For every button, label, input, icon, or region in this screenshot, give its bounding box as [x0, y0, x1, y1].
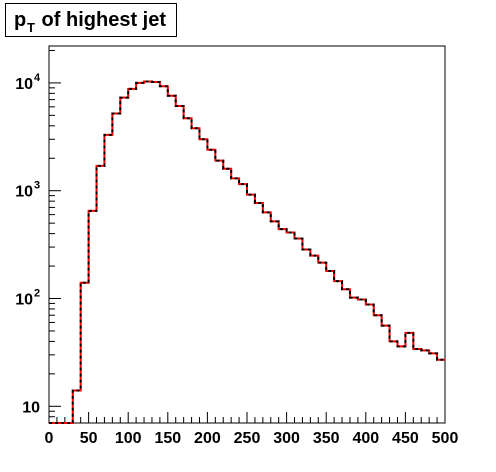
x-tick-label: 400 [352, 430, 379, 447]
x-tick-label: 50 [80, 430, 98, 447]
y-tick-label: 10 [15, 76, 33, 93]
x-tick-label: 350 [313, 430, 340, 447]
x-tick-label: 250 [234, 430, 261, 447]
x-tick-label: 200 [194, 430, 221, 447]
x-tick-label: 150 [154, 430, 181, 447]
axis-ticks [48, 49, 446, 424]
y-tick-exponent: 2 [34, 288, 40, 300]
y-tick-label: 10 [22, 399, 40, 416]
title-box: p T of highest jet [5, 3, 177, 37]
title-main: p [14, 9, 26, 31]
plot-frame [48, 45, 446, 424]
x-tick-label: 450 [392, 430, 419, 447]
title-rest: of highest jet [36, 9, 166, 31]
title-subscript: T [27, 20, 35, 35]
y-tick-label: 10 [15, 184, 33, 201]
histogram-series-1 [49, 80, 445, 424]
y-tick-exponent: 4 [34, 72, 41, 84]
x-tick-label: 500 [432, 430, 459, 447]
histogram-series-0 [49, 80, 445, 424]
x-tick-label: 0 [45, 430, 54, 447]
x-tick-label: 100 [115, 430, 142, 447]
y-tick-label: 10 [15, 292, 33, 309]
x-tick-label: 300 [273, 430, 300, 447]
y-tick-exponent: 3 [34, 180, 40, 192]
series-group [49, 80, 445, 424]
title-svg: p T of highest jet [14, 9, 166, 35]
